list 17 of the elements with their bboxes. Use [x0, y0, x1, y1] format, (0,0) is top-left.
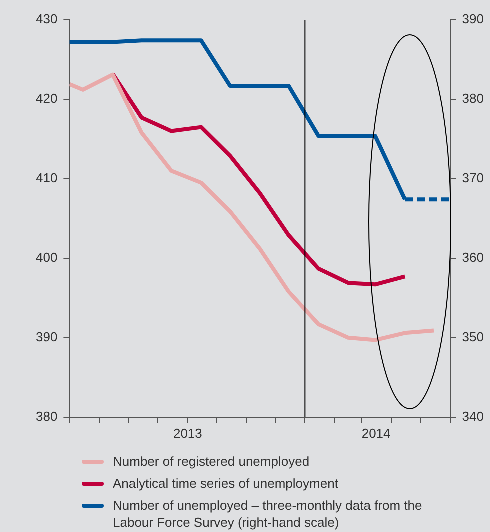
- legend-label: Number of unemployed – three-monthly data from the Labour Force Survey (right-hand scale): [113, 497, 424, 531]
- y2-tick-label: 350: [462, 330, 484, 344]
- y2-tick-label: 370: [462, 170, 484, 186]
- y2-tick-label: 390: [462, 12, 484, 27]
- y-tick-label: 400: [36, 250, 58, 266]
- y2-tick-label: 340: [462, 408, 484, 424]
- y-tick-label: 390: [36, 330, 58, 344]
- y-tick-label: 410: [36, 170, 58, 186]
- y-tick-label: 380: [36, 408, 58, 424]
- legend-label: Number of registered unemployed: [113, 453, 310, 470]
- y-tick-label: 420: [36, 91, 58, 106]
- legend-label: Analytical time series of unemployment: [113, 475, 338, 492]
- y2-tick-label: 380: [462, 91, 484, 106]
- x-tick-label: 2014: [362, 426, 391, 441]
- y2-tick-label: 360: [462, 250, 484, 266]
- y-tick-label: 430: [36, 12, 58, 27]
- x-tick-label: 2013: [173, 426, 202, 441]
